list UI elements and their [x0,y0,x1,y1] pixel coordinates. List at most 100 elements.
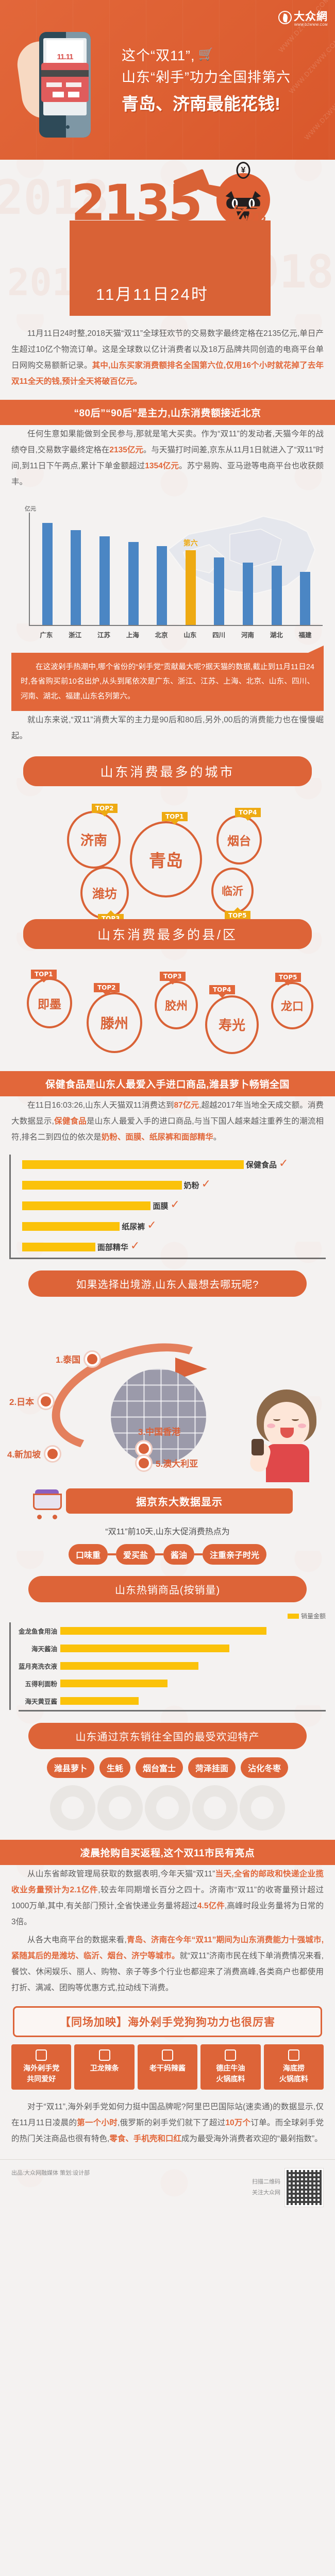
province-label-福建: 福建 [298,632,312,639]
province-label-浙江: 浙江 [69,632,82,639]
s1a-text3: 。苏宁易购、亚马逊等电商平台也收获颇丰。 [11,462,324,486]
qr-caption-line-2: 关注大众网 [252,2189,280,2196]
s2-text1: 在11日16:03:26,山东人天猫双11消费达到 [27,1100,174,1110]
province-label-山东: 山东 [183,632,197,639]
ov-em1: 第一个小时 [77,2118,118,2127]
province-bar-广东 [42,522,53,625]
province-label-湖北: 湖北 [270,632,283,639]
qr-code[interactable] [284,2167,324,2207]
s1a-em2: 1354亿元 [145,462,179,470]
province-bar-山东: 第六 [183,539,198,625]
jd-tag-酱油[interactable]: 酱油 [163,1544,195,1565]
s2-em3: 奶粉、面膜、纸尿裤和面部精华 [101,1132,213,1142]
jd-tag-口味重[interactable]: 口味重 [68,1544,108,1565]
county-bubble-胶州[interactable]: 胶州 TOP3 [155,971,198,1029]
s1a-text2: 。与天猫打时间差,京东从11月1日就进入了“双11”时间,到11日下午两点,累计… [11,446,324,470]
destination-1: 1.泰国 [56,1350,102,1368]
import-label-text: 面部精华 [97,1243,128,1252]
overseas-cell-label-1: 卫龙辣条 [76,2063,132,2074]
city-name-临沂: 临沂 [211,867,254,914]
city-bubble-潍坊[interactable]: 潍坊 TOP3 [80,866,129,923]
county-name-滕州: 滕州 [87,992,142,1053]
log-text3: ,高峰时段业务量将为日常的3倍。 [11,1901,324,1926]
hot-goods-bar-金龙鱼食用油 [60,1627,266,1635]
character-eye-right [292,1417,299,1421]
destination-1-dot-icon [83,1350,102,1368]
jd-tag-注重亲子时光[interactable]: 注重亲子时光 [203,1544,267,1565]
province-bar-浙江 [71,530,81,625]
overseas-cell-1: 卫龙辣条 [74,2044,135,2090]
character-body [266,1444,309,1482]
logo-url: WWW.DZWWW.COM [294,24,328,27]
import-label-text: 纸尿裤 [122,1223,145,1232]
hot-goods-row-五得利面粉: 五得利面粉 [25,1675,326,1692]
county-bubble-寿光[interactable]: 寿光 TOP4 [205,985,259,1054]
province-bar-上海 [128,542,139,625]
overseas-cell-line: 火锅底料 [216,2074,245,2083]
headline-date: 11月11日24时 [96,285,209,303]
overseas-cell-line: 海外剁手党 [23,2063,60,2072]
import-bar-奶粉 [22,1181,182,1190]
bowl-icon [288,2049,299,2061]
credit-card-icon [41,63,89,102]
s2-text3: 是山东人最爱入手的进口商品,与当下国人越来越注重养生的潮流相符,排名二到四位的依… [11,1116,324,1142]
legend-label: 销量金额 [300,1612,326,1620]
import-label-保健食品: 保健食品 ✓ [243,1156,289,1171]
hot-goods-row-海天酱油: 海天酱油 [31,1640,326,1657]
destination-2-label: 2.日本 [9,1397,35,1408]
coupon-text: 11.11 [57,52,74,61]
specialty-tag-生蚝[interactable]: 生蚝 [99,1757,130,1778]
destination-3: 3.中国香港 [138,1425,180,1437]
character-blush-left [267,1423,275,1428]
jd-tag-爱买盐[interactable]: 爱买盐 [115,1544,155,1565]
ov-text2: ,俄罗斯的剁手党们就下了超过 [118,2118,226,2127]
city-bubble-济南[interactable]: 济南 TOP2 [67,803,121,869]
character-phone-icon [252,1438,264,1455]
city-rank-TOP4: TOP4 [235,807,261,817]
check-icon: ✓ [279,1156,289,1170]
soy-icon [225,2049,237,2061]
intro-paragraph: 11月11日24时整,2018天猫“双11”全球狂欢节的交易数字最终定格在213… [11,325,324,391]
s1a-em1: 2135亿元 [109,446,143,454]
import-row-面部精华: 面部精华 ✓ [22,1237,326,1258]
card-line-1 [46,82,62,87]
county-bubble-即墨[interactable]: 即墨 TOP1 [27,969,72,1028]
province-callout-box: 在这波剁手热潮中,哪个省份的“剁手党”贡献最大呢?据天猫的数据,截止到11月11… [11,646,324,711]
hot-goods-row-蓝月亮洗衣液: 蓝月亮洗衣液 [19,1657,326,1675]
province-bar-江苏 [99,536,110,625]
character-mouth [280,1427,294,1438]
overseas-cell-line: 共同爱好 [27,2074,56,2083]
destination-4-label: 4.新加坡 [7,1450,41,1460]
section1-paragraph-b: 就山东来说,“双11”消费大军的主力是90后和80后,另外,00后的消费能力也在… [11,715,324,740]
city-rank-TOP1: TOP1 [162,811,188,821]
import-label-面部精华: 面部精华 ✓ [94,1239,140,1253]
county-bubble-龙口[interactable]: 龙口 TOP5 [271,972,313,1029]
destination-5-label: 5.澳大利亚 [156,1459,198,1469]
log-text1: 从山东省邮政管理局获取的数据表明,今年天猫“双11” [27,1869,215,1878]
number-plate [70,221,271,316]
city-bubbles-group: 济南 TOP2 青岛 TOP1 烟台 TOP4 潍坊 TOP3 临沂 TOP5 [0,789,335,923]
specialty-tag-潍县萝卜[interactable]: 潍县萝卜 [46,1757,94,1778]
check-icon: ✓ [130,1239,140,1252]
specialty-tag-菏泽挂面[interactable]: 菏泽挂面 [188,1757,236,1778]
county-rank-TOP3: TOP3 [160,971,186,981]
city-bubble-烟台[interactable]: 烟台 TOP4 [216,807,262,865]
site-logo[interactable]: 大众網 WWW.DZWWW.COM [278,8,328,27]
city-bubble-临沂[interactable]: 临沂 TOP5 [211,867,254,920]
log-em1: 当天,全省的邮政和快递企业揽收业务量预计为2.1亿件 [11,1869,324,1894]
log-text2: ,较去年同期增长百分之四十。济南市“双11”的收寄量预计超过1000万单,其中,… [11,1885,324,1910]
province-label-广东: 广东 [40,632,53,639]
jd-header-block: 据京东大数据显示 [0,1485,335,1519]
import-bar-面部精华 [22,1243,95,1252]
county-bubble-滕州[interactable]: 滕州 TOP2 [87,982,142,1053]
province-label-四川: 四川 [212,632,226,639]
specialty-tag-烟台富士[interactable]: 烟台富士 [135,1757,183,1778]
province-bar-chart: 亿元 第六 广东 浙江 江苏 上海 北京 山东 四川 河南 湖北 福建 [9,498,326,648]
import-row-保健食品: 保健食品 ✓ [22,1155,326,1175]
specialty-tag-沾化冬枣[interactable]: 沾化冬枣 [241,1757,289,1778]
city-bubble-青岛[interactable]: 青岛 TOP1 [130,811,202,897]
flag-icon [36,2049,47,2061]
donut-4 [192,1785,238,1831]
overseas-cell-3: 德庄牛油 火锅底料 [200,2044,261,2090]
section-header-specialty: 山东通过京东销往全国的最受欢迎特产 [28,1722,307,1749]
